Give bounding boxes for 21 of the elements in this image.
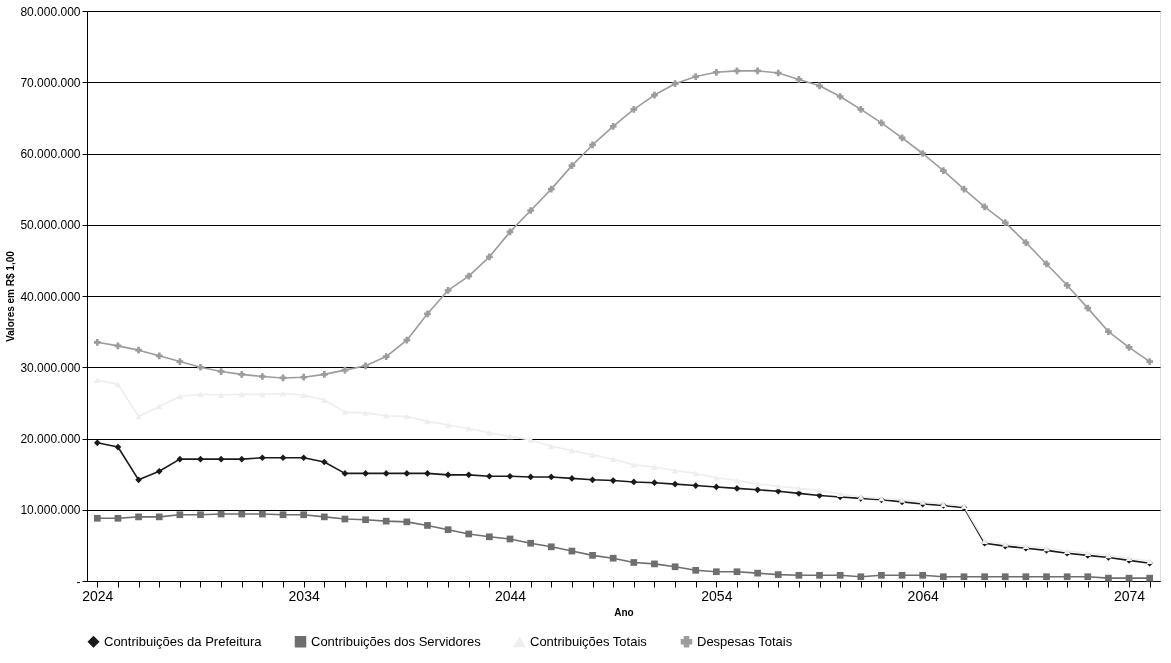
y-axis-title: Valores em R$ 1,00 [5, 250, 17, 342]
y-tick-label: 20.000.000 [20, 432, 81, 446]
legend-label: Contribuições Totais [530, 634, 648, 650]
legend-label: Contribuições da Prefeitura [104, 633, 263, 649]
y-tick-label: 30.000.000 [20, 360, 81, 375]
x-tick-label: 2024 [82, 587, 114, 604]
x-tick-label: 2034 [288, 587, 320, 604]
x-axis-title: Ano [614, 606, 634, 618]
y-tick-label: 40.000.000 [20, 289, 81, 304]
legend-label: Despesas Totais [697, 633, 793, 649]
legend-label: Contribuições dos Servidores [311, 633, 482, 649]
x-tick-label: 2054 [701, 587, 733, 604]
y-tick-label: - [76, 574, 81, 589]
x-tick-label: 2064 [907, 587, 939, 604]
x-tick-label: 2044 [494, 587, 527, 604]
y-tick-label: 60.000.000 [20, 147, 81, 161]
y-tick-label: 50.000.000 [20, 218, 81, 233]
y-tick-label: 70.000.000 [20, 75, 81, 90]
x-tick-label: 2074 [1113, 587, 1146, 604]
y-tick-label: 80.000.000 [20, 4, 81, 19]
y-tick-label: 10.000.000 [20, 503, 81, 518]
